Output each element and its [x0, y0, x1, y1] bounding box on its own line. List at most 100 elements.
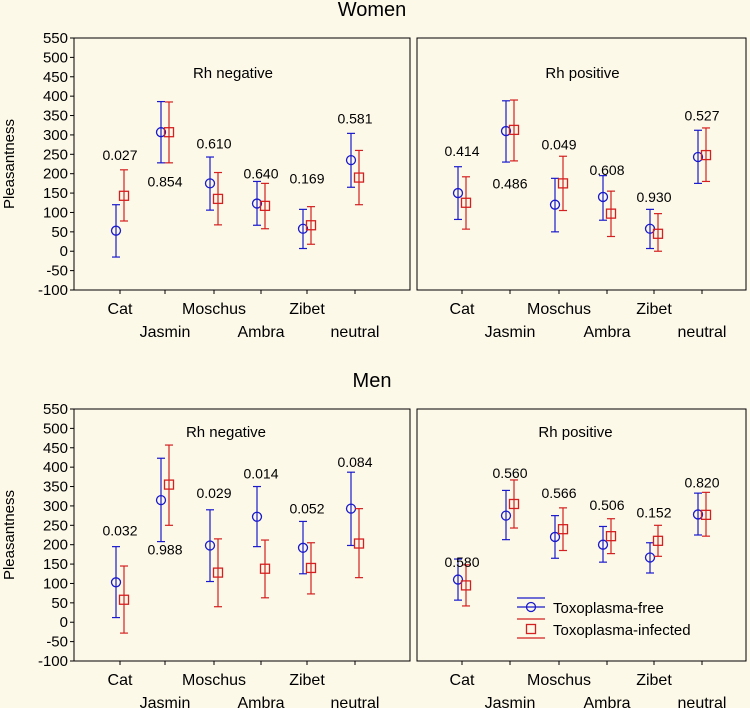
x-tick-label: neutral	[678, 695, 727, 708]
x-tick-label: Jasmin	[485, 695, 536, 708]
y-tick-label: 50	[51, 224, 68, 241]
y-tick-label: 150	[43, 185, 68, 202]
mean-point-infected	[557, 524, 569, 535]
p-value-label: 0.027	[102, 147, 137, 163]
mean-point-free	[692, 509, 704, 520]
p-value-label: 0.084	[337, 454, 372, 470]
section-title-men: Men	[353, 370, 392, 392]
chart-panel-2: -100 -50 0 50 100 150 200 250 300 350 400 450 500 550…	[1, 401, 411, 708]
section-title-women: Women	[338, 0, 407, 21]
mean-point-infected	[460, 197, 472, 208]
x-tick-label: Cat	[450, 301, 475, 318]
p-value-label: 0.052	[289, 501, 324, 517]
p-value-label: 0.854	[147, 173, 182, 189]
y-tick-label: 450	[43, 69, 68, 86]
mean-point-infected	[508, 124, 520, 136]
mean-point-infected	[508, 498, 520, 510]
p-value-label: 0.032	[102, 522, 137, 538]
x-tick-label: Jasmin	[485, 324, 536, 341]
mean-point-free	[549, 531, 561, 543]
mean-point-free	[204, 178, 216, 189]
x-tick-label: neutral	[331, 324, 380, 341]
mean-point-infected	[353, 538, 365, 549]
p-value-label: 0.820	[684, 475, 719, 491]
p-value-label: 0.581	[337, 111, 372, 127]
mean-point-infected	[652, 228, 664, 239]
y-tick-label: 550	[43, 401, 68, 418]
p-value-label: 0.506	[589, 497, 624, 513]
y-tick-label: 400	[43, 459, 68, 476]
legend-free-label: Toxoplasma-free	[553, 600, 664, 617]
mean-point-infected	[163, 479, 175, 490]
x-tick-label: Cat	[108, 301, 133, 318]
charts: -100-50050100150200250300350400450500550…	[1, 30, 747, 708]
chart-panel-1: Cat Jasmin Moschus Ambra Zibet neutral Rh posi…	[416, 37, 747, 341]
x-tick-label: Zibet	[636, 301, 672, 318]
mean-point-infected	[353, 172, 365, 183]
y-tick-label: 50	[51, 595, 68, 612]
x-tick-label: Jasmin	[140, 695, 191, 708]
y-tick-label: 100	[43, 204, 68, 221]
panel-title: Rh positive	[538, 424, 612, 441]
plot-frame	[73, 37, 411, 291]
legend-free-marker	[525, 601, 537, 613]
panel-title: Rh negative	[186, 424, 266, 441]
plot-frame	[416, 37, 747, 291]
p-value-label: 0.029	[196, 485, 231, 501]
mean-point-free	[500, 125, 512, 137]
mean-point-infected	[212, 567, 224, 578]
mean-point-infected	[118, 594, 130, 605]
mean-point-free	[297, 542, 309, 553]
mean-point-infected	[163, 127, 175, 138]
y-tick-label: 200	[43, 166, 68, 183]
mean-point-infected	[259, 200, 271, 212]
y-tick-label: -50	[46, 634, 68, 651]
x-tick-label: Zibet	[289, 672, 325, 689]
mean-point-free	[110, 577, 122, 588]
legend-infected-marker	[525, 623, 537, 635]
x-tick-label: Moschus	[527, 672, 591, 689]
legend-infected-label: Toxoplasma-infected	[553, 622, 691, 639]
y-tick-label: 250	[43, 517, 68, 534]
x-tick-label: Zibet	[289, 301, 325, 318]
mean-point-free	[500, 510, 512, 521]
y-tick-label: 0	[60, 243, 68, 260]
mean-point-infected	[652, 535, 664, 546]
x-tick-label: Moschus	[182, 672, 246, 689]
mean-point-free	[155, 494, 167, 506]
mean-point-free	[644, 552, 656, 563]
y-tick-label: 550	[43, 30, 68, 47]
x-tick-label: Moschus	[182, 301, 246, 318]
p-value-label: 0.049	[541, 137, 576, 153]
mean-point-infected	[305, 220, 317, 231]
p-value-label: 0.560	[492, 465, 527, 481]
x-tick-label: Moschus	[527, 301, 591, 318]
mean-point-free	[204, 540, 216, 551]
panel-title: Rh negative	[193, 65, 273, 82]
mean-point-free	[597, 539, 609, 550]
y-tick-label: 450	[43, 440, 68, 457]
x-tick-label: Cat	[450, 672, 475, 689]
p-value-label: 0.930	[636, 189, 671, 205]
p-value-label: 0.610	[196, 135, 231, 151]
mean-point-infected	[259, 563, 271, 574]
mean-point-infected	[700, 509, 712, 520]
p-value-label: 0.014	[243, 466, 278, 482]
y-tick-label: 500	[43, 49, 68, 66]
mean-point-free	[345, 154, 357, 166]
p-value-label: 0.527	[684, 108, 719, 124]
mean-point-free	[597, 191, 609, 203]
mean-point-free	[452, 574, 464, 585]
y-tick-label: -100	[38, 653, 68, 670]
y-tick-label: 350	[43, 108, 68, 125]
mean-point-free	[251, 198, 263, 209]
plot-frame	[73, 408, 411, 662]
x-tick-label: Ambra	[237, 695, 284, 708]
y-tick-label: 0	[60, 614, 68, 631]
mean-point-infected	[605, 531, 617, 542]
y-tick-label: 500	[43, 420, 68, 437]
p-value-label: 0.169	[289, 171, 324, 187]
p-value-label: 0.566	[541, 485, 576, 501]
mean-point-infected	[212, 193, 224, 205]
